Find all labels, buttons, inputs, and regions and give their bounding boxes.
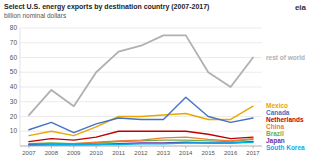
- x-tick-label: 2012: [134, 150, 148, 156]
- series-line: [29, 131, 253, 141]
- x-tick-label: 2007: [22, 150, 36, 156]
- annotation: eia: [295, 3, 307, 12]
- x-tick: [118, 146, 119, 149]
- x-tick: [140, 146, 141, 149]
- y-tick-label: 50: [10, 68, 18, 75]
- x-tick-label: 2015: [202, 150, 216, 156]
- chart: eia Select U.S. energy exports by destina…: [0, 0, 310, 162]
- x-tick: [185, 146, 186, 149]
- x-tick: [73, 146, 74, 149]
- grid-line: [20, 72, 262, 73]
- y-tick-label: 40: [10, 83, 18, 90]
- series-line: [29, 142, 253, 145]
- x-tick: [163, 146, 164, 149]
- x-tick: [28, 146, 29, 149]
- series-line: [29, 137, 253, 144]
- series-label: Mexico: [266, 102, 288, 109]
- y-tick-label: 10: [10, 127, 18, 134]
- grid-line: [20, 42, 262, 43]
- grid-line: [20, 87, 262, 88]
- series-label: Netherlands: [266, 116, 304, 123]
- series-label: South Korea: [266, 144, 305, 151]
- lines: [29, 35, 253, 145]
- x-tick: [253, 146, 254, 149]
- x-tick-label: 2009: [67, 150, 81, 156]
- series-line: [29, 142, 253, 145]
- series-label: Canada: [266, 109, 290, 116]
- series-label: Brazil: [266, 130, 284, 137]
- y-tick-label: 30: [10, 98, 18, 105]
- x-tick-label: 2017: [246, 150, 260, 156]
- y-tick-label: 80: [10, 24, 18, 31]
- y-axis-line: [20, 28, 21, 146]
- title: Select U.S. energy exports by destinatio…: [4, 3, 209, 11]
- x-tick-label: 2008: [45, 150, 59, 156]
- y-tick-label: 20: [10, 113, 18, 120]
- grid-line: [20, 28, 262, 29]
- x-tick-label: 2016: [224, 150, 238, 156]
- x-tick: [208, 146, 209, 149]
- y-tick-label: 70: [10, 39, 18, 46]
- x-tick: [96, 146, 97, 149]
- series-label: rest of world: [266, 54, 305, 61]
- x-tick-label: 2010: [90, 150, 104, 156]
- x-tick-label: 2014: [179, 150, 193, 156]
- grid-line: [20, 101, 262, 102]
- x-tick-label: 2013: [157, 150, 171, 156]
- series-line: [29, 35, 253, 115]
- x-tick-label: 2011: [112, 150, 126, 156]
- subtitle: billion nominal dollars: [4, 12, 67, 19]
- grid-line: [20, 57, 262, 58]
- x-tick: [230, 146, 231, 149]
- y-tick-label: 60: [10, 54, 18, 61]
- x-tick: [51, 146, 52, 149]
- series-line: [29, 97, 253, 132]
- series-label: China: [266, 123, 284, 130]
